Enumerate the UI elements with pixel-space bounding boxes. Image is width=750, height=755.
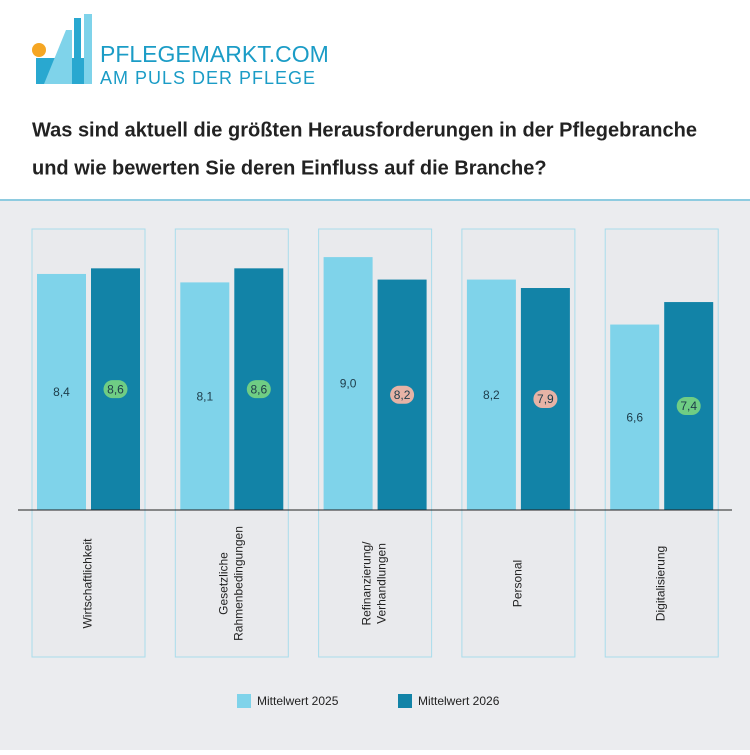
logo (32, 14, 92, 84)
x-tick-label: Refinanzierung/Verhandlungen (360, 541, 389, 626)
bar (610, 324, 660, 510)
value-label: 8,1 (196, 389, 213, 403)
bar (466, 279, 516, 510)
legend-swatch (237, 694, 251, 708)
chart-title: Was sind aktuell die größten Herausforde… (32, 119, 697, 141)
value-label: 9,0 (340, 377, 357, 391)
legend-swatch (398, 694, 412, 708)
legend-label: Mittelwert 2025 (257, 694, 339, 708)
bar (37, 273, 86, 510)
value-label-badge (246, 380, 271, 399)
value-label: 7,9 (537, 392, 554, 406)
value-label-badge (533, 390, 558, 409)
brand-name: PFLEGEMARKT.COM (100, 41, 329, 67)
x-tick-label: Digitalisierung (654, 546, 668, 621)
value-label: 8,6 (250, 382, 267, 396)
x-tick-label: GesetzlicheRahmenbedingungen (216, 526, 245, 641)
value-label: 8,2 (394, 388, 411, 402)
value-label-badge (103, 380, 128, 399)
bar (323, 257, 373, 510)
x-tick-label: Personal (511, 560, 525, 607)
header-background (0, 0, 750, 200)
bar (180, 282, 230, 510)
value-label: 6,6 (626, 410, 643, 424)
x-tick-label: Wirtschaftlichkeit (81, 538, 95, 629)
value-label: 8,6 (107, 382, 124, 396)
value-label: 8,2 (483, 388, 500, 402)
brand-tagline: AM PULS DER PFLEGE (100, 68, 316, 88)
chart-title: und wie bewerten Sie deren Einfluss auf … (32, 157, 547, 179)
value-label-badge (390, 385, 415, 404)
value-label-badge (676, 397, 701, 416)
legend-label: Mittelwert 2026 (418, 694, 500, 708)
value-label: 8,4 (53, 385, 70, 399)
value-label: 7,4 (680, 399, 697, 413)
